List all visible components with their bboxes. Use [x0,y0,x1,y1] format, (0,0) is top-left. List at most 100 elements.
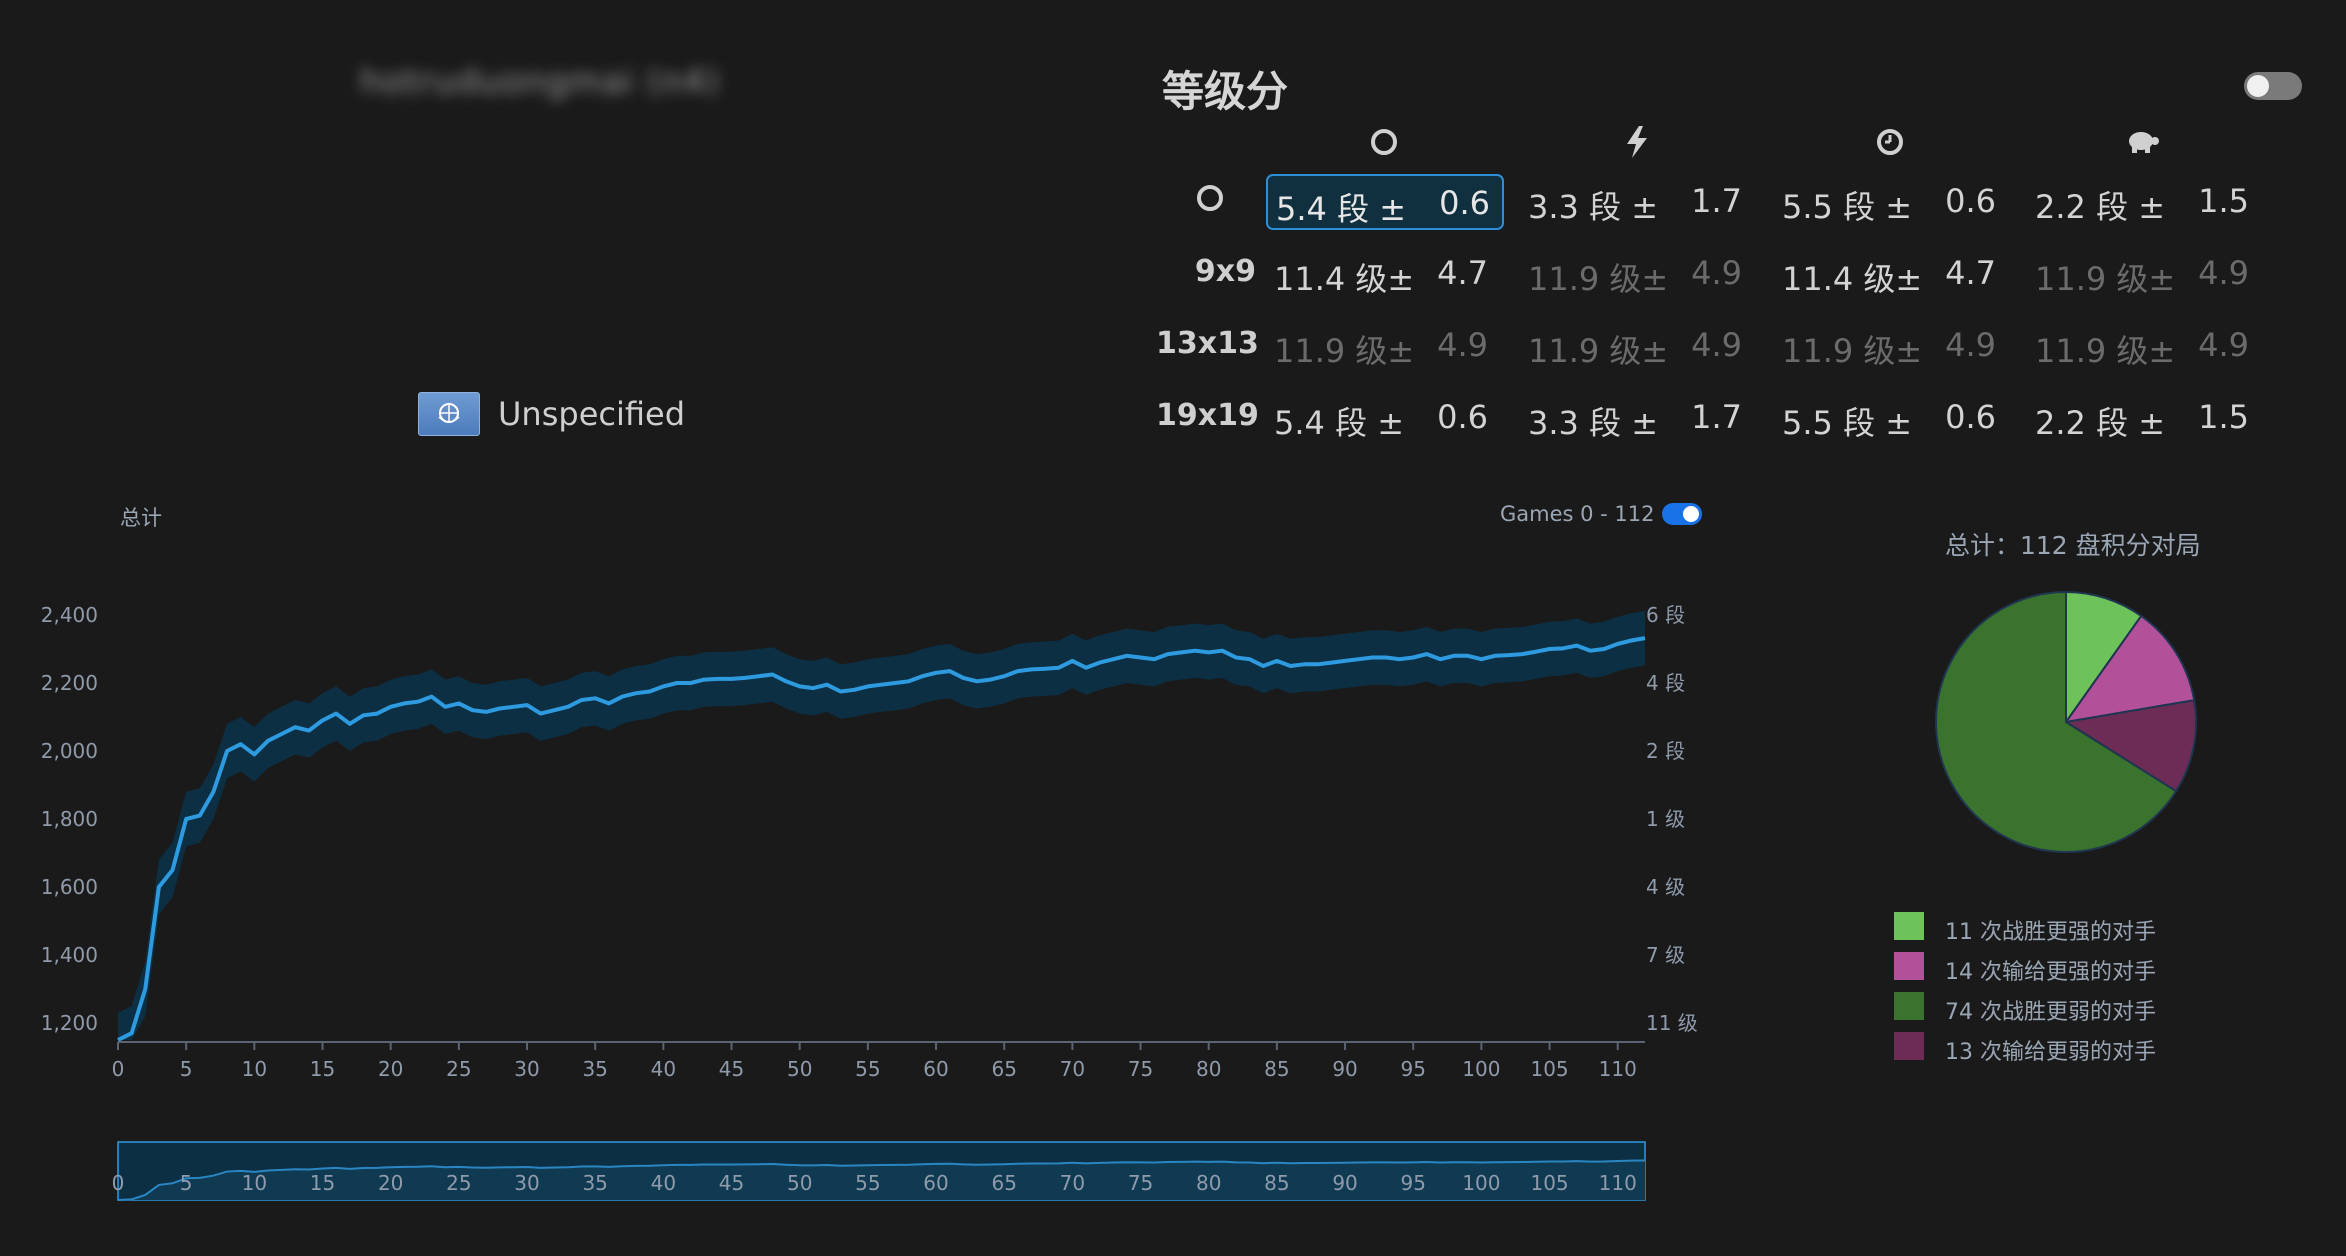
legend-swatch [1894,992,1924,1020]
ratings-toggle[interactable] [2244,72,2302,100]
rating-cell[interactable]: 5.4 段 ± 0.6 [1266,174,1504,230]
rating-rank: 5.5 段 ± [1782,188,1913,226]
rating-rank: 11.4 级± [1274,260,1415,298]
games-range-toggle[interactable] [1662,503,1702,525]
pie-slice [2065,590,2143,726]
x-tick-label: 25 [446,1057,471,1081]
navigator-tick-label: 70 [1060,1171,1085,1195]
rating-cell[interactable]: 11.9 级± 4.9 [2027,318,2261,370]
y2-tick-label: 6 段 [1646,603,1685,627]
x-tick-label: 55 [855,1057,880,1081]
legend-swatch [1894,912,1924,940]
rating-cell[interactable]: 5.4 段 ± 0.6 [1266,390,1500,442]
pie-slice [2063,699,2197,793]
rating-cell[interactable]: 3.3 段 ± 1.7 [1520,174,1754,226]
navigator-line [117,1159,1646,1201]
rating-deviation: 1.5 [2198,182,2249,220]
navigator-tick-label: 40 [651,1171,676,1195]
navigator-tick-label: 20 [378,1171,403,1195]
navigator-tick-label: 100 [1462,1171,1500,1195]
live-clock-icon [1870,124,1910,160]
legend-label[interactable]: 14 次输给更强的对手 [1945,960,2156,985]
x-tick-label: 60 [923,1057,948,1081]
rating-cell[interactable]: 11.9 级± 4.9 [1520,318,1754,370]
x-tick-label: 70 [1060,1057,1085,1081]
navigator-tick-label: 90 [1332,1171,1357,1195]
correspondence-turtle-icon [2123,124,2163,160]
navigator-tick-label: 10 [242,1171,267,1195]
rating-deviation: 4.9 [1691,326,1742,364]
rating-rank: 5.4 段 ± [1274,404,1405,442]
navigator-tick-label: 80 [1196,1171,1221,1195]
x-tick-label: 0 [112,1057,125,1081]
rating-cell[interactable]: 11.9 级± 4.9 [1520,246,1754,298]
navigator-tick-label: 55 [855,1171,880,1195]
x-tick-label: 35 [582,1057,607,1081]
legend-label[interactable]: 74 次战胜更弱的对手 [1945,1000,2156,1025]
rating-cell[interactable]: 11.9 级± 4.9 [1774,318,2008,370]
y2-tick-label: 7 级 [1646,943,1685,967]
x-tick-label: 80 [1196,1057,1221,1081]
rating-cell[interactable]: 2.2 段 ± 1.5 [2027,174,2261,226]
rating-cell[interactable]: 3.3 段 ± 1.7 [1520,390,1754,442]
rating-cell[interactable]: 11.4 级± 4.7 [1266,246,1500,298]
navigator-tick-label: 95 [1400,1171,1425,1195]
rating-cell[interactable]: 11.9 级± 4.9 [1266,318,1500,370]
rating-deviation: 4.9 [1691,254,1742,292]
y2-tick-label: 2 段 [1646,739,1685,763]
x-tick-label: 40 [651,1057,676,1081]
rating-deviation: 0.6 [1945,398,1996,436]
y-tick-label: 1,800 [41,807,98,831]
toggle-knob [2247,75,2269,97]
rating-deviation: 4.9 [1437,326,1488,364]
rating-history-chart[interactable]: 0 5 10 15 20 25 30 35 40 45 50 55 60 65 70 75 80 85 90 95 10… [0,480,1720,1220]
x-tick-label: 45 [719,1057,744,1081]
username: hotruduongmai (n4) [360,62,721,102]
x-tick-label: 100 [1462,1057,1500,1081]
rating-rank: 11.4 级± [1782,260,1923,298]
navigator-tick-label: 30 [514,1171,539,1195]
y-tick-label: 2,200 [41,671,98,695]
legend-label[interactable]: 11 次战胜更强的对手 [1945,920,2156,945]
rating-deviation: 1.7 [1691,182,1742,220]
navigator-tick-label: 75 [1128,1171,1153,1195]
navigator-tick-label: 5 [180,1171,193,1195]
rating-rank: 11.9 级± [1782,332,1923,370]
x-tick-label: 20 [378,1057,403,1081]
y2-tick-label: 1 级 [1646,807,1685,831]
rating-rank: 11.9 级± [1274,332,1415,370]
x-tick-label: 10 [242,1057,267,1081]
legend-label[interactable]: 13 次输给更弱的对手 [1945,1040,2156,1065]
rating-rank: 5.5 段 ± [1782,404,1913,442]
rating-rank: 3.3 段 ± [1528,404,1659,442]
rating-cell[interactable]: 11.9 级± 4.9 [2027,246,2261,298]
deviation-band [118,610,1645,1040]
country-badge: Unspecified [418,392,685,436]
x-tick-label: 50 [787,1057,812,1081]
row-label-19x19: 19x19 [1156,398,1259,433]
rating-rank: 11.9 级± [2035,332,2176,370]
rating-deviation: 1.7 [1691,398,1742,436]
navigator-area [118,1160,1645,1200]
navigator-tick-label: 15 [310,1171,335,1195]
y-tick-label: 1,600 [41,875,98,899]
rating-cell[interactable]: 11.4 级± 4.7 [1774,246,2008,298]
x-tick-label: 95 [1400,1057,1425,1081]
legend-swatch [1894,952,1924,980]
navigator-tick-label: 65 [991,1171,1016,1195]
y-tick-label: 2,000 [41,739,98,763]
x-tick-label: 85 [1264,1057,1289,1081]
rating-deviation: 4.9 [2198,326,2249,364]
games-range-label: Games 0 - 112 [1500,502,1655,526]
rating-deviation: 4.7 [1945,254,1996,292]
rating-cell[interactable]: 5.5 段 ± 0.6 [1774,174,2008,226]
y2-tick-label: 4 级 [1646,875,1685,899]
rating-cell[interactable]: 5.5 段 ± 0.6 [1774,390,2008,442]
rating-cell[interactable]: 2.2 段 ± 1.5 [2027,390,2261,442]
x-tick-label: 5 [180,1057,193,1081]
x-tick-label: 110 [1599,1057,1637,1081]
row-label-9x9: 9x9 [1194,254,1256,289]
rating-rank: 11.9 级± [1528,332,1669,370]
ratings-title: 等级分 [1162,67,1289,116]
rating-rank: 11.9 级± [2035,260,2176,298]
